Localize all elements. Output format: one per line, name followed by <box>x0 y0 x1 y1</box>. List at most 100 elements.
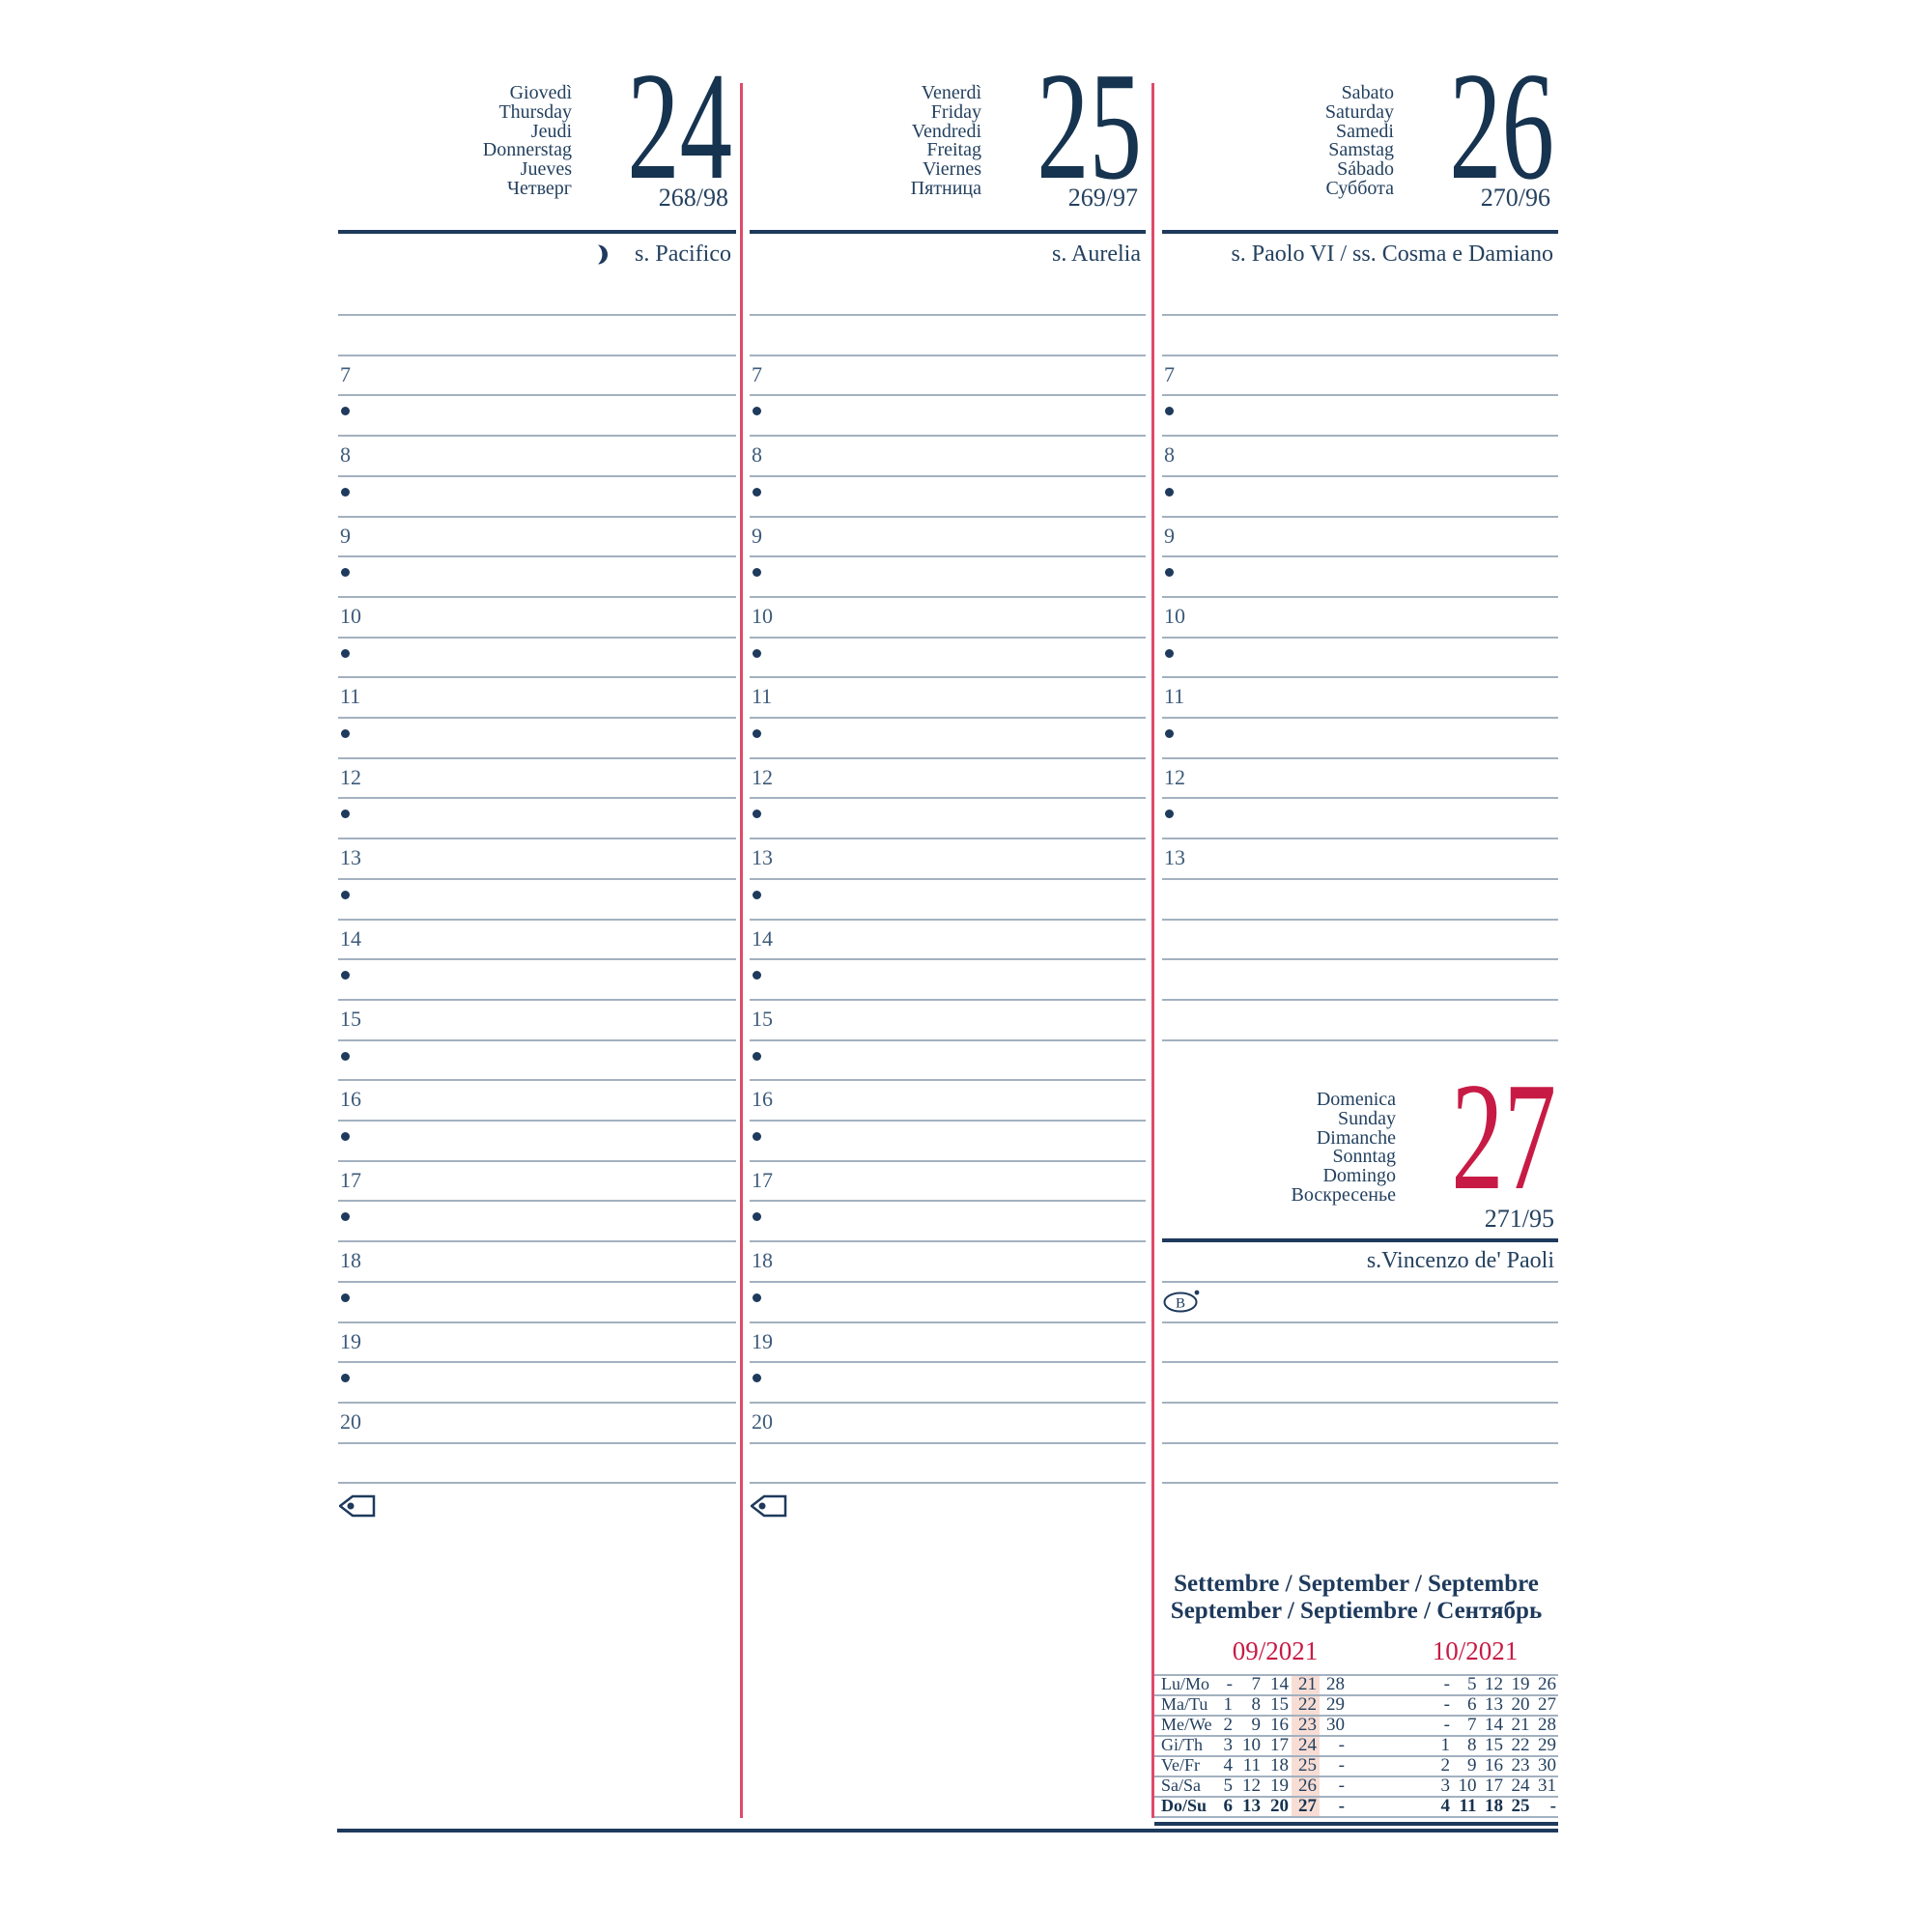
half-hour-dot <box>341 810 350 819</box>
half-hour-dot <box>753 648 761 658</box>
half-hour-dot <box>341 568 350 578</box>
mini-calendar-title-line2: September / Septiembre / Сентябрь <box>1170 1598 1543 1624</box>
calendar-row-label: Do/Su <box>1161 1796 1208 1815</box>
hour-rule <box>338 1321 736 1323</box>
hour-rule <box>338 1120 736 1122</box>
hour-rule <box>1162 756 1558 759</box>
day-of-year: 270/96 <box>1480 184 1550 212</box>
calendar-cell: 21 <box>1298 1674 1317 1694</box>
half-hour-dot <box>341 1293 350 1302</box>
calendar-cell: 5 <box>1467 1674 1477 1694</box>
bookmark-tag-icon <box>751 1494 787 1518</box>
calendar-cell: 4 <box>1440 1796 1451 1816</box>
calendar-cell: - <box>1338 1735 1345 1755</box>
hour-label: 8 <box>340 442 351 468</box>
hour-rule <box>750 515 1146 518</box>
sunday-day-number: 27 <box>1451 1050 1556 1222</box>
calendar-cell: 30 <box>1326 1715 1345 1735</box>
calendar-cell: 16 <box>1270 1715 1289 1735</box>
hour-rule <box>750 797 1146 800</box>
hour-label: 10 <box>340 603 361 628</box>
calendar-cell: 23 <box>1298 1715 1317 1735</box>
day-name-label: Freitag <box>926 139 981 161</box>
calendar-cell: - <box>1549 1796 1556 1816</box>
hour-label: 14 <box>752 925 773 951</box>
hour-rule <box>750 1200 1146 1203</box>
notes-rule <box>1162 1361 1558 1364</box>
notes-rule <box>1162 1280 1558 1283</box>
half-hour-dot <box>1165 568 1174 578</box>
hour-label: 12 <box>340 764 361 789</box>
day-name-label: Domingo <box>1322 1165 1396 1187</box>
hour-rule <box>338 1482 736 1485</box>
calendar-row-label: Gi/Th <box>1161 1735 1203 1754</box>
calendar-cell: 8 <box>1467 1735 1477 1755</box>
hour-rule <box>750 636 1146 639</box>
hour-rule <box>1162 435 1558 438</box>
hour-label: 7 <box>340 361 351 386</box>
hour-rule <box>750 1280 1146 1283</box>
calendar-cell: 18 <box>1485 1796 1503 1816</box>
hour-rule <box>750 1361 1146 1364</box>
hour-rule <box>750 394 1146 397</box>
day-name-label: Samstag <box>1328 139 1394 161</box>
calendar-cell: 2 <box>1223 1715 1234 1735</box>
hour-label: 13 <box>752 845 773 870</box>
hour-rule <box>338 877 736 880</box>
calendar-cell: 24 <box>1511 1776 1530 1796</box>
day-name-label: Sonntag <box>1332 1146 1396 1168</box>
calendar-cell: 2 <box>1440 1755 1451 1776</box>
hour-rule <box>1162 838 1558 840</box>
half-hour-dot <box>753 1212 761 1222</box>
calendar-cell: 4 <box>1223 1755 1234 1776</box>
hour-label: 10 <box>752 603 773 628</box>
calendar-cell: 13 <box>1242 1796 1261 1816</box>
half-hour-dot <box>753 1051 761 1061</box>
calendar-cell: 16 <box>1485 1755 1503 1776</box>
sunday-header-rule <box>1162 1238 1558 1242</box>
moon-phase-icon <box>593 243 610 266</box>
hour-rule <box>750 1401 1146 1404</box>
half-hour-dot <box>341 729 350 738</box>
hour-label: 10 <box>1164 603 1185 628</box>
sunday-saint-name: s.Vincenzo de' Paoli <box>1366 1248 1554 1273</box>
hour-label: 9 <box>752 523 762 548</box>
hour-rule <box>338 838 736 840</box>
calendar-cell: - <box>1443 1694 1450 1715</box>
day-name-label: Samedi <box>1336 120 1394 142</box>
saint-row: s. Aurelia <box>1052 242 1141 268</box>
hour-rule <box>750 838 1146 840</box>
calendar-cell: 12 <box>1485 1674 1503 1694</box>
hour-rule <box>750 877 1146 880</box>
hour-label: 9 <box>1164 523 1175 548</box>
hour-rule <box>338 1401 736 1404</box>
half-hour-dot <box>1165 810 1174 819</box>
day-name-label: Donnerstag <box>482 139 572 161</box>
calendar-cell: 10 <box>1242 1735 1261 1755</box>
hour-rule <box>1162 474 1558 477</box>
calendar-cell: 11 <box>1242 1755 1261 1776</box>
calendar-rule <box>1154 1755 1558 1757</box>
calendar-cell: 14 <box>1485 1715 1503 1735</box>
hour-label: 15 <box>340 1006 361 1031</box>
calendar-cell: 7 <box>1467 1715 1477 1735</box>
hour-rule <box>1162 918 1558 921</box>
day-name-label: Vendredi <box>911 120 981 142</box>
half-hour-dot <box>341 1374 350 1383</box>
day-name-label: Суббота <box>1325 177 1394 199</box>
half-hour-dot <box>753 971 761 980</box>
calendar-cell: 6 <box>1467 1694 1477 1715</box>
hour-rule <box>1162 877 1558 880</box>
page-bottom-rule <box>337 1829 1558 1833</box>
calendar-cell: 17 <box>1485 1776 1503 1796</box>
svg-text:B: B <box>1176 1296 1185 1312</box>
notes-rule <box>1162 1401 1558 1404</box>
hour-rule <box>338 474 736 477</box>
calendar-row: Gi/Th 3 10 17 24 - 1 8 15 22 29 <box>1154 1735 1558 1755</box>
half-hour-dot <box>753 729 761 738</box>
hour-rule <box>750 717 1146 719</box>
day-names: Giovedì Thursday Jeudi Donnerstag Jueves Четв… <box>482 83 572 199</box>
hour-label: 8 <box>752 442 762 468</box>
calendar-cell: - <box>1338 1796 1345 1816</box>
calendar-row-label: Lu/Mo <box>1161 1674 1210 1693</box>
